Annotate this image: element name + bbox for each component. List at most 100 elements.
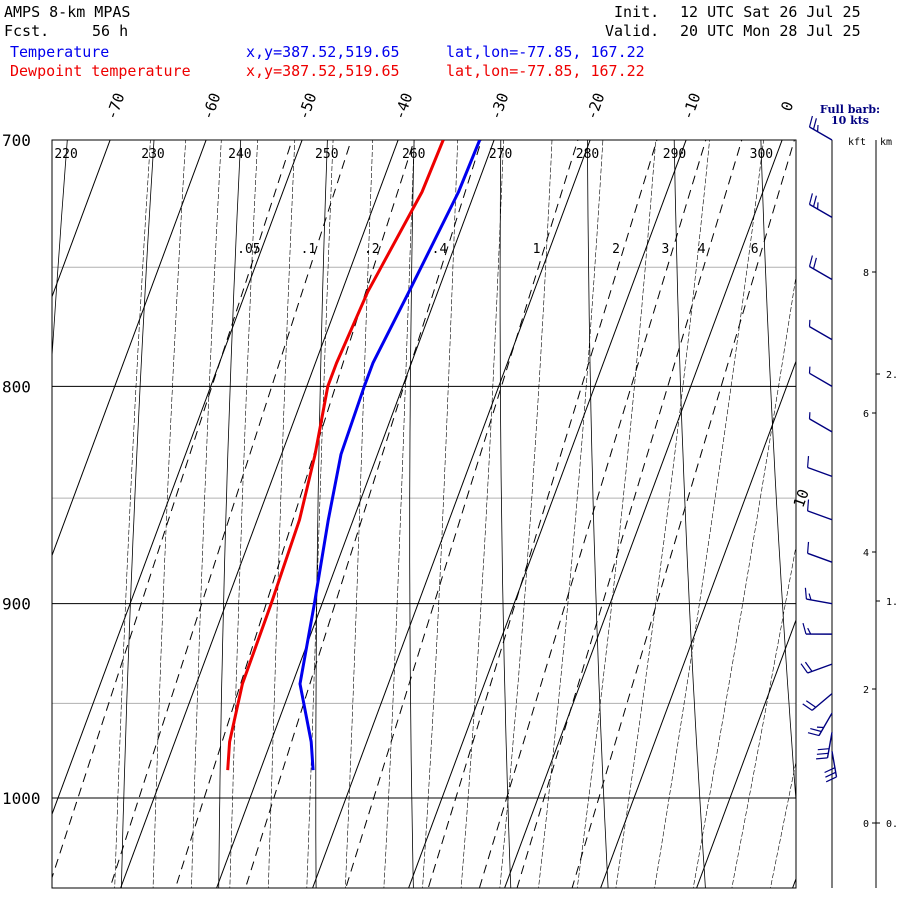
dry-adiabat-260 (409, 140, 415, 888)
moist-adiabat--40 (114, 140, 151, 888)
isotherm-label--70: -70 (102, 90, 128, 122)
isotherm-label--10: -10 (678, 90, 704, 122)
height-axis: kft km 8 6 4 2 0 2. 1. 0. (848, 137, 898, 888)
mixing-ratio-line-6 (478, 140, 707, 888)
wind-barb-0 (809, 126, 833, 141)
adiabat-label-280: 280 (576, 147, 599, 162)
isotherm--10 (408, 140, 687, 888)
isotherm-label--40: -40 (390, 90, 416, 122)
km-tick-label-1: 1. (886, 597, 898, 608)
mixing-ratio-label-7: 4 (698, 242, 706, 257)
plot-frame (51, 139, 797, 889)
mixing-ratio-lines (52, 140, 795, 888)
fcst-label: Fcst. (4, 22, 50, 40)
mixing-ratio-line-8 (571, 140, 795, 888)
adiabat-label-300: 300 (750, 147, 773, 162)
kft-tick-label-2: 2 (863, 685, 869, 696)
wind-barb-feather-14-2 (817, 748, 830, 751)
wind-barb-feather-10-0 (802, 622, 807, 635)
wind-barb-feather-2-1 (812, 257, 817, 270)
dry-adiabat-240 (218, 140, 242, 888)
moist-adiabat-20 (692, 274, 796, 888)
km-tick-label-0: 2. (886, 370, 898, 381)
temperature-xy: x,y=387.52,519.65 (246, 43, 400, 61)
wind-barb-feather-0-0 (808, 115, 813, 128)
wind-barb-3 (809, 325, 833, 341)
temperature-profile (298, 140, 482, 771)
moist-adiabat-0 (499, 140, 553, 888)
mixing-ratio-line-1 (109, 140, 352, 888)
wind-barb-feather-6-0 (807, 456, 810, 468)
sounding-series (226, 140, 482, 771)
barb-legend: Full barb: 10 kts (812, 104, 888, 126)
kft-tick-label-6: 6 (863, 409, 869, 420)
mixing-ratio-label-2: .2 (364, 242, 380, 257)
wind-barb-feather-13-1 (810, 728, 822, 733)
dewpoint-profile (226, 140, 445, 771)
wind-barb-13 (818, 712, 833, 736)
mixing-ratio-line-3 (244, 140, 483, 888)
init-label: Init. (614, 3, 660, 21)
wind-barb-feather-14-0 (816, 757, 828, 760)
dry-adiabat-300 (760, 140, 796, 807)
model-title: AMPS 8-km MPAS (4, 3, 131, 21)
moist-adiabat-8 (576, 140, 657, 888)
isotherm--40 (120, 140, 399, 888)
mixing-ratio-label-8: 6 (751, 242, 759, 257)
dry-adiabat-290 (673, 140, 706, 888)
mixing-ratio-line-4 (345, 140, 579, 888)
wind-barb-feather-13-0 (807, 732, 820, 737)
temperature-latlon: lat,lon=-77.85, 167.22 (446, 43, 645, 61)
isotherm-30 (792, 877, 796, 888)
adiabat-label-220: 220 (54, 147, 77, 162)
moist-adiabat--28 (229, 140, 258, 888)
init-value: 12 UTC Sat 26 Jul 25 (680, 3, 861, 21)
isotherm-label--50: -50 (294, 90, 320, 122)
dewpoint-xy: x,y=387.52,519.65 (246, 62, 400, 80)
moist-adiabat--20 (306, 140, 334, 888)
moist-adiabat-16 (654, 140, 764, 888)
adiabat-label-240: 240 (228, 147, 251, 162)
kft-tick-label-8: 8 (863, 268, 869, 279)
wind-barb-feather-10-1 (807, 627, 812, 635)
wind-barb-4 (809, 372, 833, 387)
wind-barb-feather-9-0 (804, 587, 807, 600)
isotherm-label--20: -20 (582, 90, 608, 122)
wind-barb-feather-1-1 (812, 195, 817, 207)
isotherm--30 (216, 140, 495, 888)
wind-barb-6 (807, 466, 833, 478)
dry-adiabat-270 (499, 140, 512, 888)
isotherm-label--60: -60 (198, 90, 224, 122)
adiabat-label-230: 230 (141, 147, 164, 162)
isotherm-label-0: 0 (777, 99, 797, 114)
wind-barb-feather-15-2 (824, 767, 836, 774)
mixing-ratio-line-7 (516, 140, 743, 888)
moist-adiabat--36 (152, 140, 187, 888)
pressure-label-800: 800 (2, 377, 31, 396)
pressure-label-1000: 1000 (2, 789, 41, 808)
mixing-ratio-label-4: 1 (533, 242, 541, 257)
fcst-value: 56 h (92, 22, 129, 40)
adiabat-label-250: 250 (315, 147, 338, 162)
moist-adiabat--12 (383, 140, 415, 888)
isotherm-40 (882, 0, 900, 900)
wind-barb-feather-15-0 (825, 776, 837, 783)
dewpoint-legend: Dewpoint temperature (10, 62, 191, 80)
isotherm--60 (52, 140, 207, 557)
moist-adiabat--8 (422, 140, 459, 888)
isobars (52, 139, 796, 799)
wind-barb-feather-15-1 (825, 771, 836, 778)
wind-barb-feather-9-1 (808, 593, 812, 601)
mixing-ratio-label-0: .05 (237, 242, 260, 257)
mixing-ratio-line-0 (52, 140, 293, 880)
mixing-ratio-line-2 (174, 140, 415, 888)
moist-adiabat-4 (538, 140, 604, 888)
adiabat-label-260: 260 (402, 147, 425, 162)
barb-legend-line2: 10 kts (830, 114, 870, 127)
mixing-ratio-label-6: 3 (661, 242, 669, 257)
adiabat-label-270: 270 (489, 147, 512, 162)
mixing-ratio-line-5 (427, 140, 658, 888)
isotherm-label-10: 10 (790, 487, 813, 510)
km-tick-label-2: 0. (886, 819, 898, 830)
